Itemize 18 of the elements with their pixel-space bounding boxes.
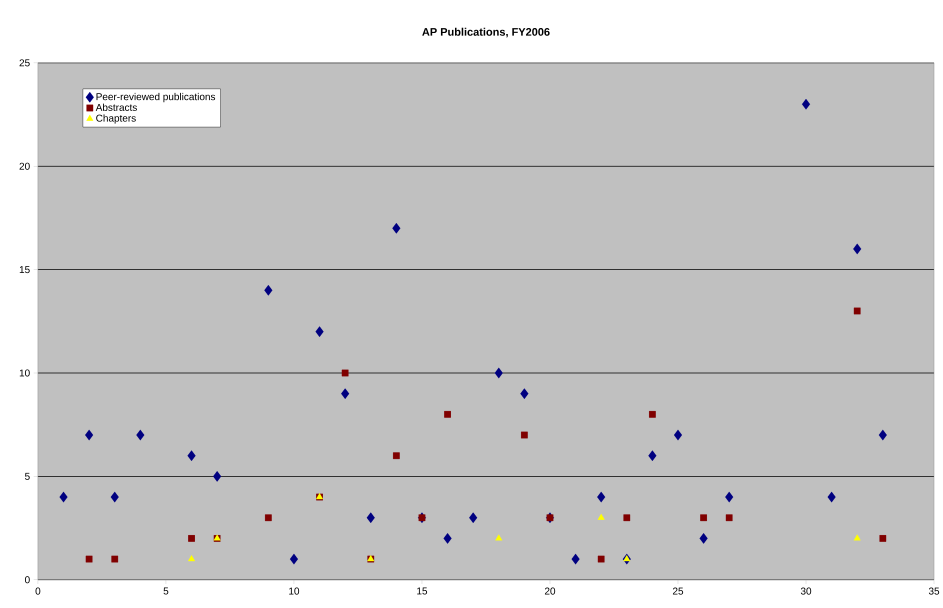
y-tick-label: 25 <box>20 59 30 67</box>
legend-label: Chapters <box>96 114 136 124</box>
y-tick-label: 15 <box>20 266 30 274</box>
x-tick-label: 35 <box>928 588 940 595</box>
x-tick-label: 10 <box>289 588 300 595</box>
x-tick-label: 25 <box>672 588 684 595</box>
y-tick-label: 20 <box>20 162 30 170</box>
x-tick-label: 15 <box>417 588 428 595</box>
chart-title: AP Publications, FY2006 <box>422 28 550 38</box>
x-tick-label: 0 <box>36 588 40 595</box>
y-tick-label: 5 <box>24 473 30 480</box>
y-tick-label: 10 <box>20 370 30 377</box>
legend-label: Peer-reviewed publications <box>96 93 216 102</box>
x-tick-label: 20 <box>544 588 556 595</box>
y-tick-label: 0 <box>24 576 30 584</box>
x-tick-label: 5 <box>164 588 168 595</box>
x-tick-label: 30 <box>800 588 812 595</box>
legend-label: Abstracts <box>96 104 137 112</box>
